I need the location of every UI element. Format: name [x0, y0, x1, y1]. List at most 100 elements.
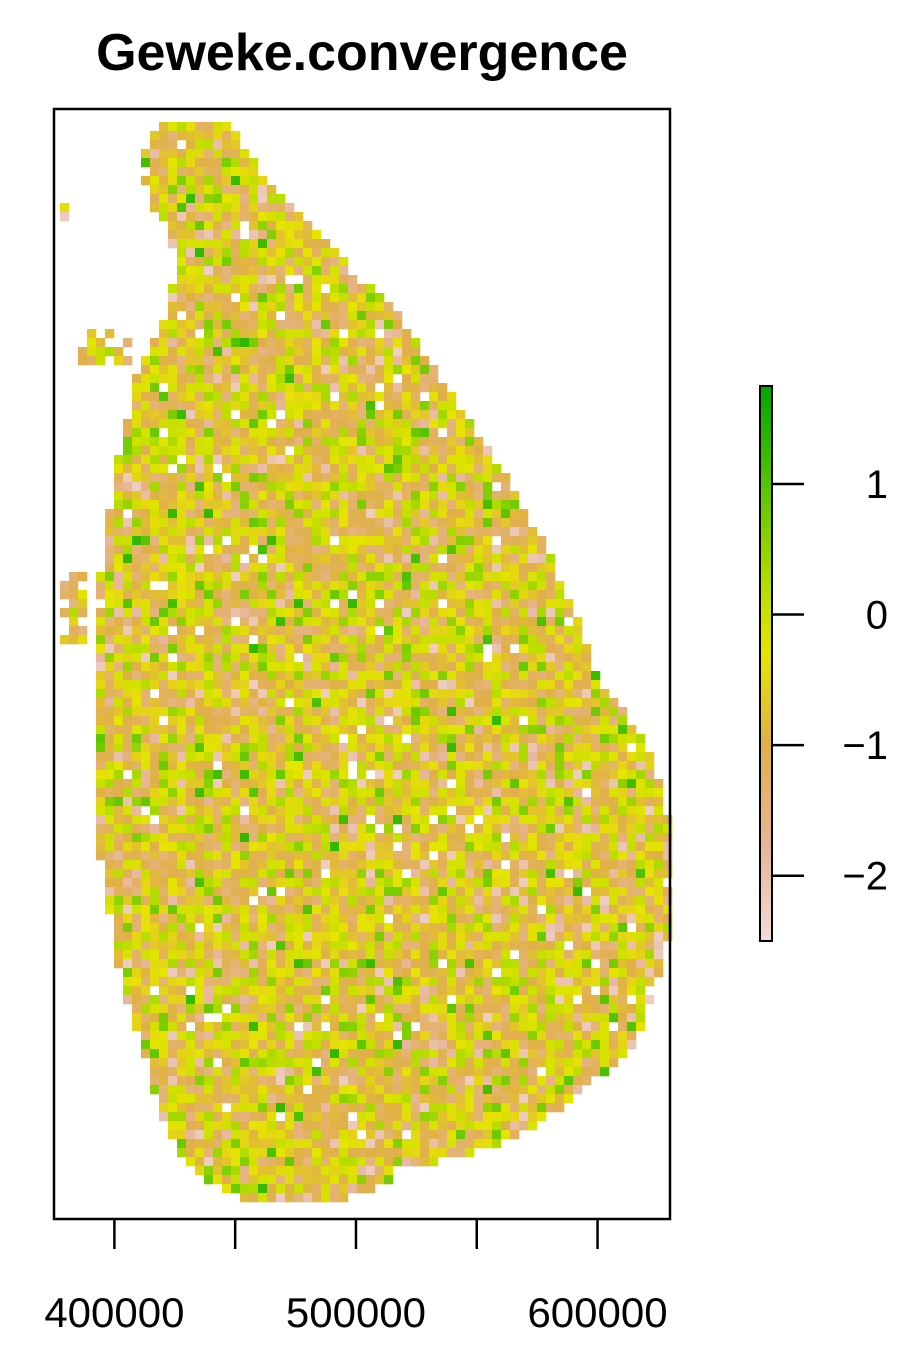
raster-cell	[420, 815, 430, 825]
raster-cell	[393, 1058, 403, 1068]
raster-cell	[438, 1085, 448, 1095]
raster-cell	[555, 1076, 565, 1086]
raster-cell	[582, 950, 592, 960]
raster-cell	[582, 1022, 592, 1032]
raster-cell	[195, 1067, 205, 1077]
raster-cell	[159, 1058, 169, 1068]
raster-cell	[627, 860, 637, 870]
raster-cell	[645, 869, 655, 879]
raster-cell	[546, 1076, 556, 1086]
raster-cell	[492, 464, 502, 474]
raster-cell	[195, 185, 205, 195]
raster-cell	[402, 365, 412, 375]
raster-cell	[330, 320, 340, 330]
raster-cell	[240, 662, 250, 672]
raster-cell	[474, 797, 484, 807]
raster-cell	[510, 851, 520, 861]
raster-cell	[537, 689, 547, 699]
raster-cell	[204, 464, 214, 474]
raster-cell	[618, 707, 628, 717]
raster-cell	[465, 491, 475, 501]
raster-cell	[456, 428, 466, 438]
raster-cell	[204, 977, 214, 987]
raster-cell	[447, 1121, 457, 1131]
raster-cell	[474, 734, 484, 744]
raster-cell	[375, 716, 385, 726]
raster-cell	[285, 770, 295, 780]
raster-cell	[321, 356, 331, 366]
raster-cell	[483, 914, 493, 924]
raster-cell	[474, 1121, 484, 1131]
raster-cell	[240, 509, 250, 519]
raster-cell	[609, 806, 619, 816]
raster-cell	[591, 914, 601, 924]
raster-cell	[195, 1112, 205, 1122]
raster-cell	[330, 410, 340, 420]
raster-cell	[186, 995, 196, 1005]
raster-cell	[357, 347, 367, 357]
raster-cell	[204, 815, 214, 825]
raster-cell	[267, 401, 277, 411]
raster-cell	[231, 932, 241, 942]
raster-cell	[186, 1085, 196, 1095]
raster-cell	[312, 257, 322, 267]
raster-cell	[492, 725, 502, 735]
raster-cell	[222, 1085, 232, 1095]
raster-cell	[69, 572, 79, 582]
raster-cell	[249, 302, 259, 312]
raster-cell	[177, 410, 187, 420]
raster-cell	[69, 635, 79, 645]
raster-cell	[375, 491, 385, 501]
raster-cell	[564, 725, 574, 735]
raster-cell	[123, 923, 133, 933]
raster-cell	[546, 707, 556, 717]
raster-cell	[330, 707, 340, 717]
raster-cell	[348, 563, 358, 573]
raster-cell	[582, 860, 592, 870]
raster-cell	[258, 356, 268, 366]
raster-cell	[492, 896, 502, 906]
raster-cell	[546, 995, 556, 1005]
raster-cell	[321, 770, 331, 780]
raster-cell	[474, 761, 484, 771]
raster-cell	[294, 239, 304, 249]
raster-cell	[249, 590, 259, 600]
raster-cell	[483, 725, 493, 735]
raster-cell	[384, 500, 394, 510]
raster-cell	[222, 860, 232, 870]
raster-cell	[186, 581, 196, 591]
raster-cell	[330, 311, 340, 321]
raster-cell	[285, 293, 295, 303]
raster-cell	[177, 1139, 187, 1149]
raster-cell	[222, 428, 232, 438]
raster-cell	[312, 824, 322, 834]
raster-cell	[105, 779, 115, 789]
raster-cell	[438, 1022, 448, 1032]
raster-cell	[465, 950, 475, 960]
raster-cell	[402, 374, 412, 384]
raster-cell	[420, 734, 430, 744]
raster-cell	[456, 644, 466, 654]
raster-cell	[555, 707, 565, 717]
raster-cell	[105, 581, 115, 591]
raster-cell	[429, 779, 439, 789]
raster-cell	[411, 698, 421, 708]
raster-cell	[141, 464, 151, 474]
raster-cell	[177, 536, 187, 546]
raster-cell	[150, 608, 160, 618]
raster-cell	[510, 500, 520, 510]
raster-cell	[321, 446, 331, 456]
raster-cell	[492, 680, 502, 690]
raster-cell	[411, 932, 421, 942]
raster-cell	[456, 815, 466, 825]
raster-cell	[366, 581, 376, 591]
raster-cell	[654, 914, 664, 924]
raster-cell	[285, 914, 295, 924]
raster-cell	[312, 653, 322, 663]
raster-cell	[96, 824, 106, 834]
raster-cell	[312, 671, 322, 681]
raster-cell	[501, 797, 511, 807]
raster-cell	[114, 905, 124, 915]
raster-cell	[222, 842, 232, 852]
raster-cell	[150, 761, 160, 771]
